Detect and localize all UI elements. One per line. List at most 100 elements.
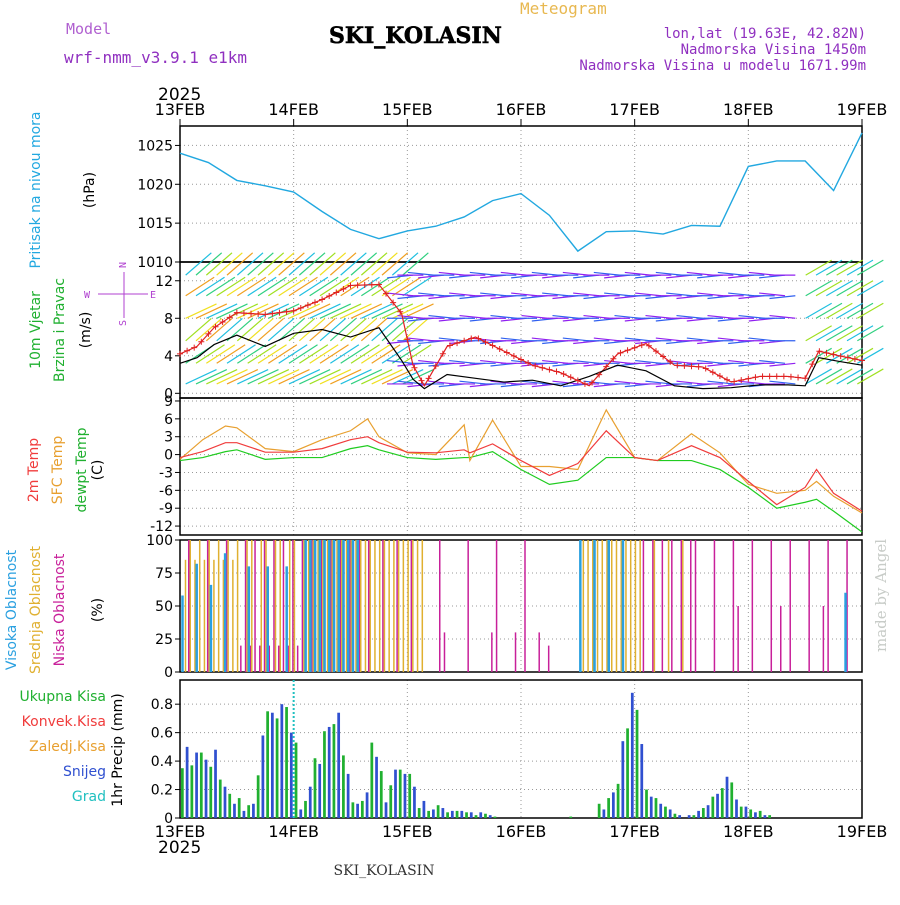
- wind-barb: [247, 369, 279, 385]
- precip-bar: [720, 788, 724, 818]
- gust-marker: [269, 310, 276, 317]
- date-label: 19FEB: [837, 822, 888, 841]
- wind-barb: [350, 369, 383, 385]
- wind-barb: [381, 252, 409, 276]
- wind-barb: [371, 318, 398, 342]
- y-tick-label: -6: [159, 483, 173, 499]
- wind-legend-w: W: [84, 290, 91, 301]
- wind-barb: [309, 252, 336, 276]
- precip-bar: [294, 742, 298, 818]
- precip-bar: [611, 792, 615, 818]
- precip-bar: [697, 810, 700, 818]
- wind-barb: [329, 318, 357, 342]
- gust-marker: [262, 311, 269, 318]
- year-top: 2025: [158, 85, 201, 105]
- wind-barb: [205, 252, 233, 276]
- gust-marker: [773, 373, 780, 380]
- wind-barb: [350, 252, 378, 276]
- wind-barb: [826, 325, 853, 342]
- gust-marker: [468, 335, 475, 342]
- wind-barb: [350, 276, 380, 297]
- wind-barb: [371, 276, 401, 297]
- wind-barb: [815, 259, 843, 276]
- wind-barb: [299, 344, 329, 364]
- gust-marker: [716, 373, 723, 380]
- precip-bar: [465, 812, 468, 818]
- gust-marker: [226, 314, 233, 321]
- wind-barb: [846, 259, 874, 276]
- precip-bar: [237, 798, 241, 818]
- gust-marker: [525, 360, 532, 367]
- wind-barb: [815, 347, 843, 364]
- date-label: 16FEB: [496, 822, 547, 841]
- gust-marker: [347, 282, 354, 289]
- precip-bar: [630, 692, 634, 818]
- gust-marker: [319, 296, 326, 303]
- precip-bar: [242, 810, 246, 818]
- gust-marker: [503, 349, 510, 356]
- wind-barb: [361, 303, 393, 319]
- y-tick-label: 3: [164, 430, 173, 446]
- precip-bar: [379, 771, 383, 818]
- wind-barb: [278, 344, 308, 364]
- precip-bar: [408, 773, 412, 818]
- gust-marker: [496, 345, 503, 352]
- gust-marker: [546, 366, 553, 373]
- wind-barb: [350, 318, 378, 342]
- precip-bar: [446, 812, 449, 818]
- precip-bar: [384, 802, 388, 818]
- wind-barb: [205, 318, 233, 342]
- wind-barb: [836, 302, 863, 319]
- precip-bar: [351, 802, 355, 818]
- wind-barb: [257, 276, 287, 297]
- wind-barb: [298, 252, 326, 276]
- wind-barb: [237, 276, 267, 297]
- gust-marker: [567, 374, 574, 381]
- precip-bar: [403, 773, 407, 818]
- y-tick-label: -12: [150, 519, 173, 535]
- date-label: 19FEB: [837, 100, 888, 119]
- gust-marker: [198, 338, 205, 345]
- gust-marker: [283, 308, 290, 315]
- gust-marker: [233, 309, 240, 316]
- wind-barb: [288, 344, 318, 364]
- wind-barb: [769, 380, 796, 385]
- wind-barb: [857, 302, 884, 319]
- wind-barb: [340, 369, 372, 385]
- wind-barb: [299, 303, 331, 319]
- sfc-temp-line: [179, 408, 863, 514]
- date-label: 15FEB: [382, 100, 433, 119]
- gust-marker: [383, 290, 390, 297]
- wind-barb: [846, 347, 874, 364]
- gust-marker: [795, 374, 802, 381]
- wind-barb: [402, 303, 434, 319]
- wind-barb: [216, 369, 248, 385]
- wind-barb: [360, 252, 388, 276]
- wind-barb: [267, 252, 295, 276]
- precip-bar: [214, 749, 217, 818]
- gust-marker: [297, 304, 304, 311]
- gust-marker: [830, 351, 837, 358]
- gust-marker: [702, 365, 709, 372]
- precip-bar: [460, 810, 464, 818]
- y-tick-label: 4: [164, 349, 173, 365]
- wind-speed-line: [179, 326, 863, 390]
- gust-marker: [539, 364, 546, 371]
- y-tick-label: 25: [155, 632, 173, 648]
- gust-marker: [290, 307, 297, 314]
- precip-bar: [706, 805, 710, 818]
- precip-bar: [218, 779, 222, 818]
- precip-bar: [299, 809, 303, 818]
- gust-marker: [738, 377, 745, 384]
- precip-bar: [479, 812, 483, 818]
- y-tick-label: 12: [155, 274, 173, 290]
- wind-barb: [836, 280, 863, 297]
- footer-station: SKI_KOLASIN: [334, 863, 435, 879]
- clouds-frame: [179, 539, 863, 673]
- precip-bar: [342, 755, 345, 818]
- gust-marker: [809, 361, 816, 368]
- precip-bar: [247, 805, 251, 818]
- gust-marker: [731, 378, 738, 385]
- precip-bar: [569, 816, 573, 818]
- wind-barb: [769, 295, 796, 300]
